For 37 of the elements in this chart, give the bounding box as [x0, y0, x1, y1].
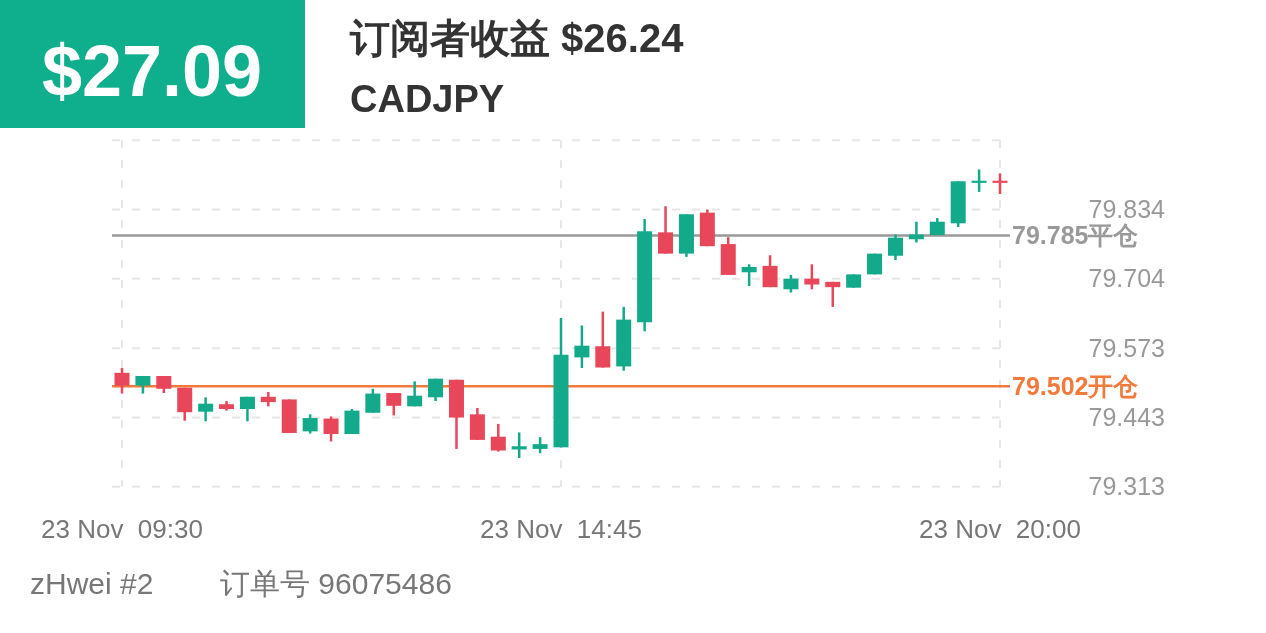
- candlestick: [595, 310, 611, 369]
- chart-subtitle: CADJPY: [350, 78, 505, 120]
- candlestick: [511, 431, 527, 460]
- text: $27.09: [41, 31, 263, 111]
- candlestick: [386, 391, 402, 417]
- candlestick: [762, 253, 778, 289]
- candlestick: [658, 205, 674, 255]
- candlestick: [908, 220, 924, 244]
- y-tick-label: 79.573: [1088, 334, 1165, 363]
- candlestick: [887, 233, 903, 262]
- candlestick: [490, 422, 506, 453]
- x-tick-label: 23 Nov 14:45: [480, 514, 642, 544]
- candlestick: [198, 396, 214, 423]
- candlestick: [971, 168, 987, 194]
- candlestick: [804, 263, 820, 291]
- chart-title: 订阅者收益 $26.24: [349, 16, 685, 60]
- candlestick: [741, 263, 757, 288]
- y-tick-label: 79.704: [1088, 264, 1166, 293]
- ref-line-label: 79.785平仓: [1012, 221, 1139, 250]
- candlestick: [365, 387, 381, 414]
- y-tick-label: 79.313: [1088, 472, 1165, 501]
- candlestick: [302, 413, 318, 435]
- candlestick: [574, 324, 590, 370]
- ref-line-label: 79.502开仓: [1012, 371, 1139, 400]
- text: zHwei #2: [30, 567, 154, 600]
- candlestick: [114, 366, 130, 395]
- x-tick-label: 23 Nov 09:30: [41, 514, 203, 544]
- y-tick-label: 79.834: [1088, 195, 1166, 224]
- x-tick-label: 23 Nov 20:00: [919, 514, 1081, 544]
- candlestick: [344, 407, 360, 436]
- candlestick: [825, 280, 841, 309]
- candlestick: [407, 380, 423, 408]
- y-tick-label: 79.443: [1088, 403, 1165, 432]
- text: 订单号 96075486: [220, 567, 452, 600]
- candlestick: [992, 172, 1008, 196]
- candlestick: [323, 415, 339, 443]
- candlestick: [239, 395, 255, 423]
